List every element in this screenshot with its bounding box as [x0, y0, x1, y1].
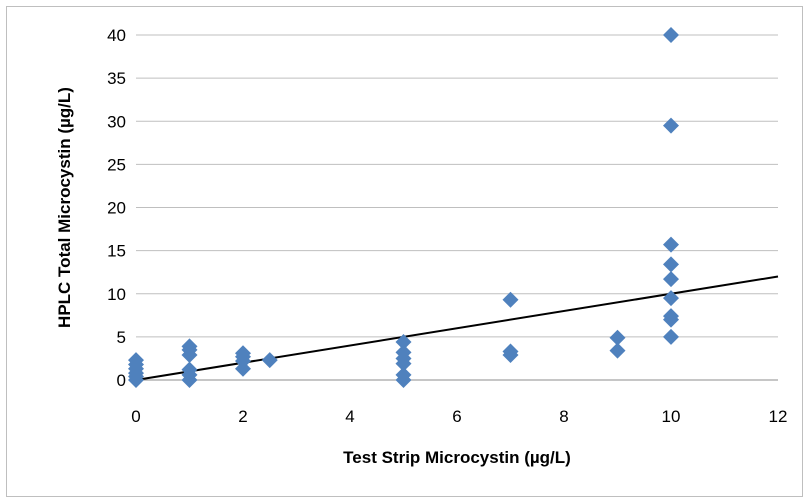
y-axis-title: HPLC Total Microcystin (µg/L) — [55, 87, 74, 328]
y-tick-label: 10 — [107, 285, 126, 304]
x-tick-label: 10 — [662, 407, 681, 426]
x-tick-label: 6 — [452, 407, 461, 426]
y-tick-label: 0 — [117, 371, 126, 390]
data-point — [502, 343, 519, 360]
data-point — [395, 334, 412, 351]
data-point — [663, 27, 679, 43]
data-points — [128, 27, 679, 388]
x-tick-label: 2 — [238, 407, 247, 426]
data-point — [663, 271, 679, 288]
data-point — [663, 308, 679, 325]
data-point — [181, 361, 198, 378]
trendline-group — [135, 275, 779, 381]
x-tick-labels: 0 2 4 6 8 10 12 — [131, 407, 787, 426]
x-tick-label: 4 — [345, 407, 354, 426]
data-point — [395, 366, 412, 383]
y-tick-label: 20 — [107, 199, 126, 218]
data-point — [663, 236, 679, 253]
y-tick-label: 35 — [107, 69, 126, 88]
data-point — [609, 342, 626, 359]
y-tick-label: 30 — [107, 112, 126, 131]
data-point — [502, 291, 519, 308]
data-point — [609, 329, 626, 346]
trendline — [135, 275, 779, 381]
x-tick-label: 12 — [769, 407, 788, 426]
y-tick-label: 5 — [117, 328, 126, 347]
data-point — [128, 352, 144, 369]
data-point — [663, 328, 679, 345]
data-point — [181, 338, 198, 355]
y-tick-label: 15 — [107, 242, 126, 261]
data-point — [395, 344, 412, 361]
data-point — [261, 352, 278, 369]
y-tick-label: 25 — [107, 155, 126, 174]
data-point — [235, 345, 251, 362]
x-tick-label: 8 — [559, 407, 568, 426]
data-point — [663, 256, 679, 273]
x-axis-title: Test Strip Microcystin (µg/L) — [343, 448, 571, 467]
data-point — [663, 117, 679, 134]
x-tick-label: 0 — [131, 407, 140, 426]
y-tick-label: 40 — [107, 26, 126, 45]
data-point — [663, 290, 679, 307]
y-tick-labels: 0 5 10 15 20 25 30 35 40 — [107, 26, 126, 390]
